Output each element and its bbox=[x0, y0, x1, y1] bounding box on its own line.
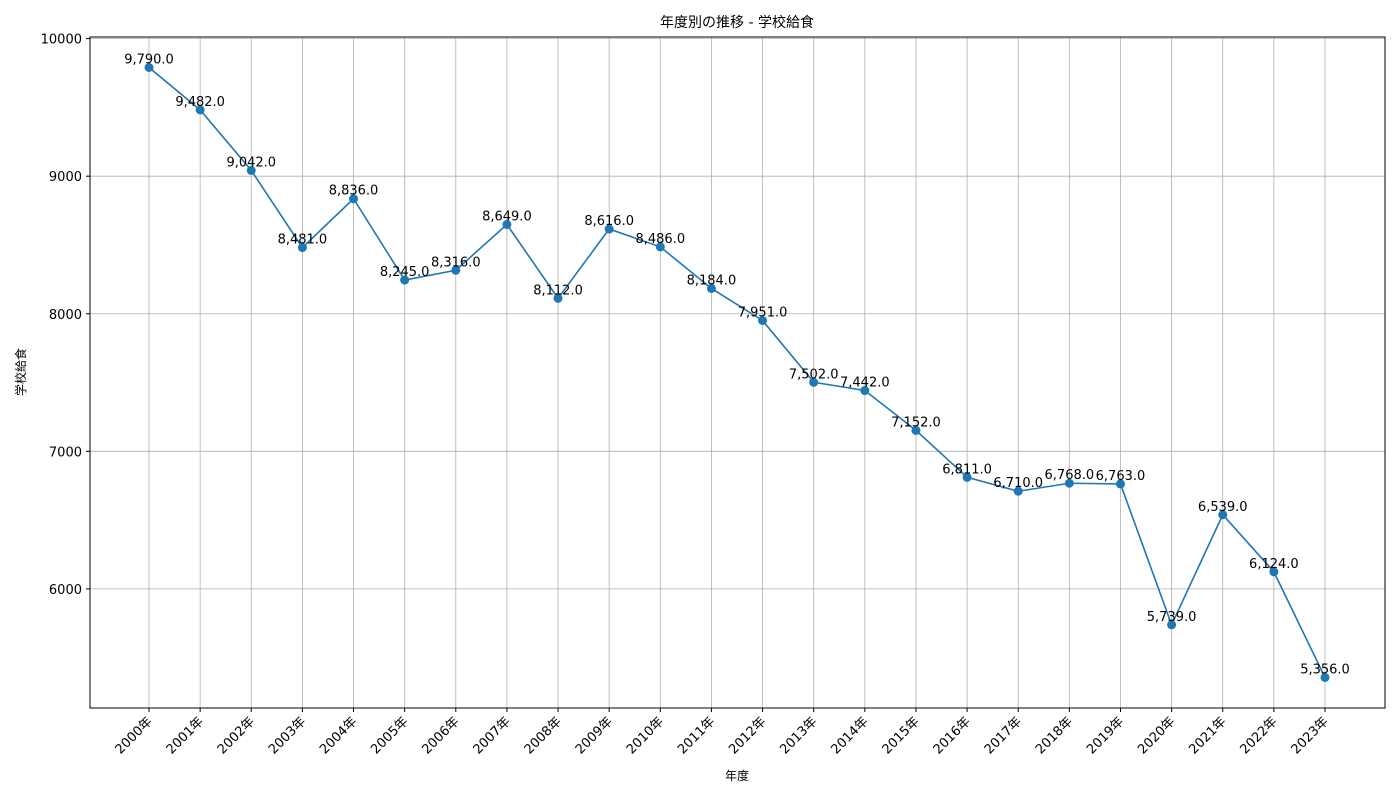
data-point bbox=[809, 377, 819, 387]
data-point bbox=[911, 425, 921, 435]
y-tick-label: 9000 bbox=[49, 170, 82, 185]
data-label: 7,502.0 bbox=[789, 367, 839, 382]
y-tick-label: 6000 bbox=[49, 583, 82, 598]
data-label: 8,616.0 bbox=[584, 214, 634, 229]
x-tick-label: 2017年 bbox=[982, 714, 1025, 757]
data-point bbox=[553, 293, 563, 303]
x-tick-label: 2023年 bbox=[1289, 714, 1332, 757]
data-point bbox=[246, 165, 256, 175]
data-label: 6,124.0 bbox=[1249, 557, 1299, 572]
x-tick-label: 2018年 bbox=[1033, 714, 1076, 757]
data-point bbox=[1167, 620, 1177, 630]
data-point bbox=[349, 194, 359, 204]
x-tick-label: 2014年 bbox=[828, 714, 871, 757]
x-tick-label: 2003年 bbox=[266, 714, 309, 757]
data-label: 8,486.0 bbox=[635, 232, 685, 247]
data-point bbox=[502, 219, 512, 229]
data-labels: 9,790.0 9,482.0 9,042.0 8,481.0 8,836.0 8,245… bbox=[124, 53, 1350, 678]
data-point bbox=[962, 472, 972, 482]
data-label: 8,481.0 bbox=[278, 233, 328, 248]
x-tick-label: 2000年 bbox=[113, 714, 156, 757]
x-tick-label: 2002年 bbox=[215, 714, 258, 757]
data-point bbox=[758, 315, 768, 325]
series-line bbox=[148, 66, 1326, 678]
x-tick-label: 2008年 bbox=[522, 714, 565, 757]
data-label: 8,836.0 bbox=[329, 184, 379, 199]
y-axis-title: 学校給食 bbox=[13, 348, 28, 396]
data-label: 6,710.0 bbox=[993, 476, 1043, 491]
x-tick-label: 2013年 bbox=[777, 714, 820, 757]
data-label: 5,356.0 bbox=[1300, 663, 1350, 678]
data-label: 7,951.0 bbox=[738, 305, 788, 320]
x-tick-label: 2009年 bbox=[573, 714, 616, 757]
x-tick-label: 2012年 bbox=[726, 714, 769, 757]
x-tick-label: 2004年 bbox=[317, 714, 360, 757]
x-tick-label: 2019年 bbox=[1084, 714, 1127, 757]
series-markers bbox=[144, 63, 1330, 682]
data-label: 9,042.0 bbox=[226, 155, 276, 170]
x-tick-label: 2001年 bbox=[164, 714, 207, 757]
data-label: 8,316.0 bbox=[431, 255, 481, 270]
y-tick-label: 7000 bbox=[49, 445, 82, 460]
plot-frame bbox=[89, 36, 1386, 709]
grid-layer bbox=[90, 37, 1385, 708]
y-axis: 6000 7000 8000 9000 10000 bbox=[41, 33, 90, 598]
x-tick-label: 2016年 bbox=[931, 714, 974, 757]
data-label: 6,811.0 bbox=[942, 462, 992, 477]
data-point bbox=[400, 275, 410, 285]
data-label: 9,790.0 bbox=[124, 53, 174, 68]
data-point bbox=[706, 283, 716, 293]
data-label: 7,152.0 bbox=[891, 415, 941, 430]
data-label: 9,482.0 bbox=[175, 95, 225, 110]
data-label: 8,184.0 bbox=[687, 273, 737, 288]
x-tick-label: 2015年 bbox=[880, 714, 923, 757]
data-point bbox=[1013, 486, 1023, 496]
x-tick-label: 2010年 bbox=[624, 714, 667, 757]
x-tick-label: 2011年 bbox=[675, 714, 718, 757]
x-axis: 2000年 2001年 2002年 2003年 2004年 2005年 2006年 2007年… bbox=[113, 708, 1332, 757]
data-point bbox=[860, 386, 870, 396]
data-point bbox=[144, 63, 154, 72]
data-point bbox=[1218, 510, 1228, 520]
data-point bbox=[451, 265, 461, 275]
data-label: 8,112.0 bbox=[533, 283, 583, 298]
x-tick-label: 2006年 bbox=[419, 714, 462, 757]
data-label: 8,245.0 bbox=[380, 265, 430, 280]
data-label: 6,539.0 bbox=[1198, 500, 1248, 515]
y-tick-label: 8000 bbox=[49, 308, 82, 323]
data-label: 6,768.0 bbox=[1045, 468, 1095, 483]
data-point bbox=[1320, 673, 1330, 682]
data-point bbox=[195, 105, 205, 115]
data-label: 8,649.0 bbox=[482, 209, 532, 224]
data-point bbox=[297, 243, 307, 253]
data-point bbox=[1115, 479, 1125, 489]
data-point bbox=[1269, 567, 1279, 577]
data-label: 5,739.0 bbox=[1147, 610, 1197, 625]
data-point bbox=[655, 242, 665, 252]
chart-title: 年度別の推移 - 学校給食 bbox=[660, 14, 814, 31]
x-tick-label: 2022年 bbox=[1237, 714, 1280, 757]
data-label: 6,763.0 bbox=[1096, 469, 1146, 484]
x-tick-label: 2005年 bbox=[368, 714, 411, 757]
data-point bbox=[604, 224, 614, 234]
data-label: 7,442.0 bbox=[840, 376, 890, 391]
y-tick-label: 10000 bbox=[41, 33, 82, 48]
data-point bbox=[1064, 478, 1074, 488]
x-axis-title: 年度 bbox=[725, 768, 749, 783]
x-tick-label: 2021年 bbox=[1186, 714, 1229, 757]
x-tick-label: 2020年 bbox=[1135, 714, 1178, 757]
x-tick-label: 2007年 bbox=[471, 714, 514, 757]
